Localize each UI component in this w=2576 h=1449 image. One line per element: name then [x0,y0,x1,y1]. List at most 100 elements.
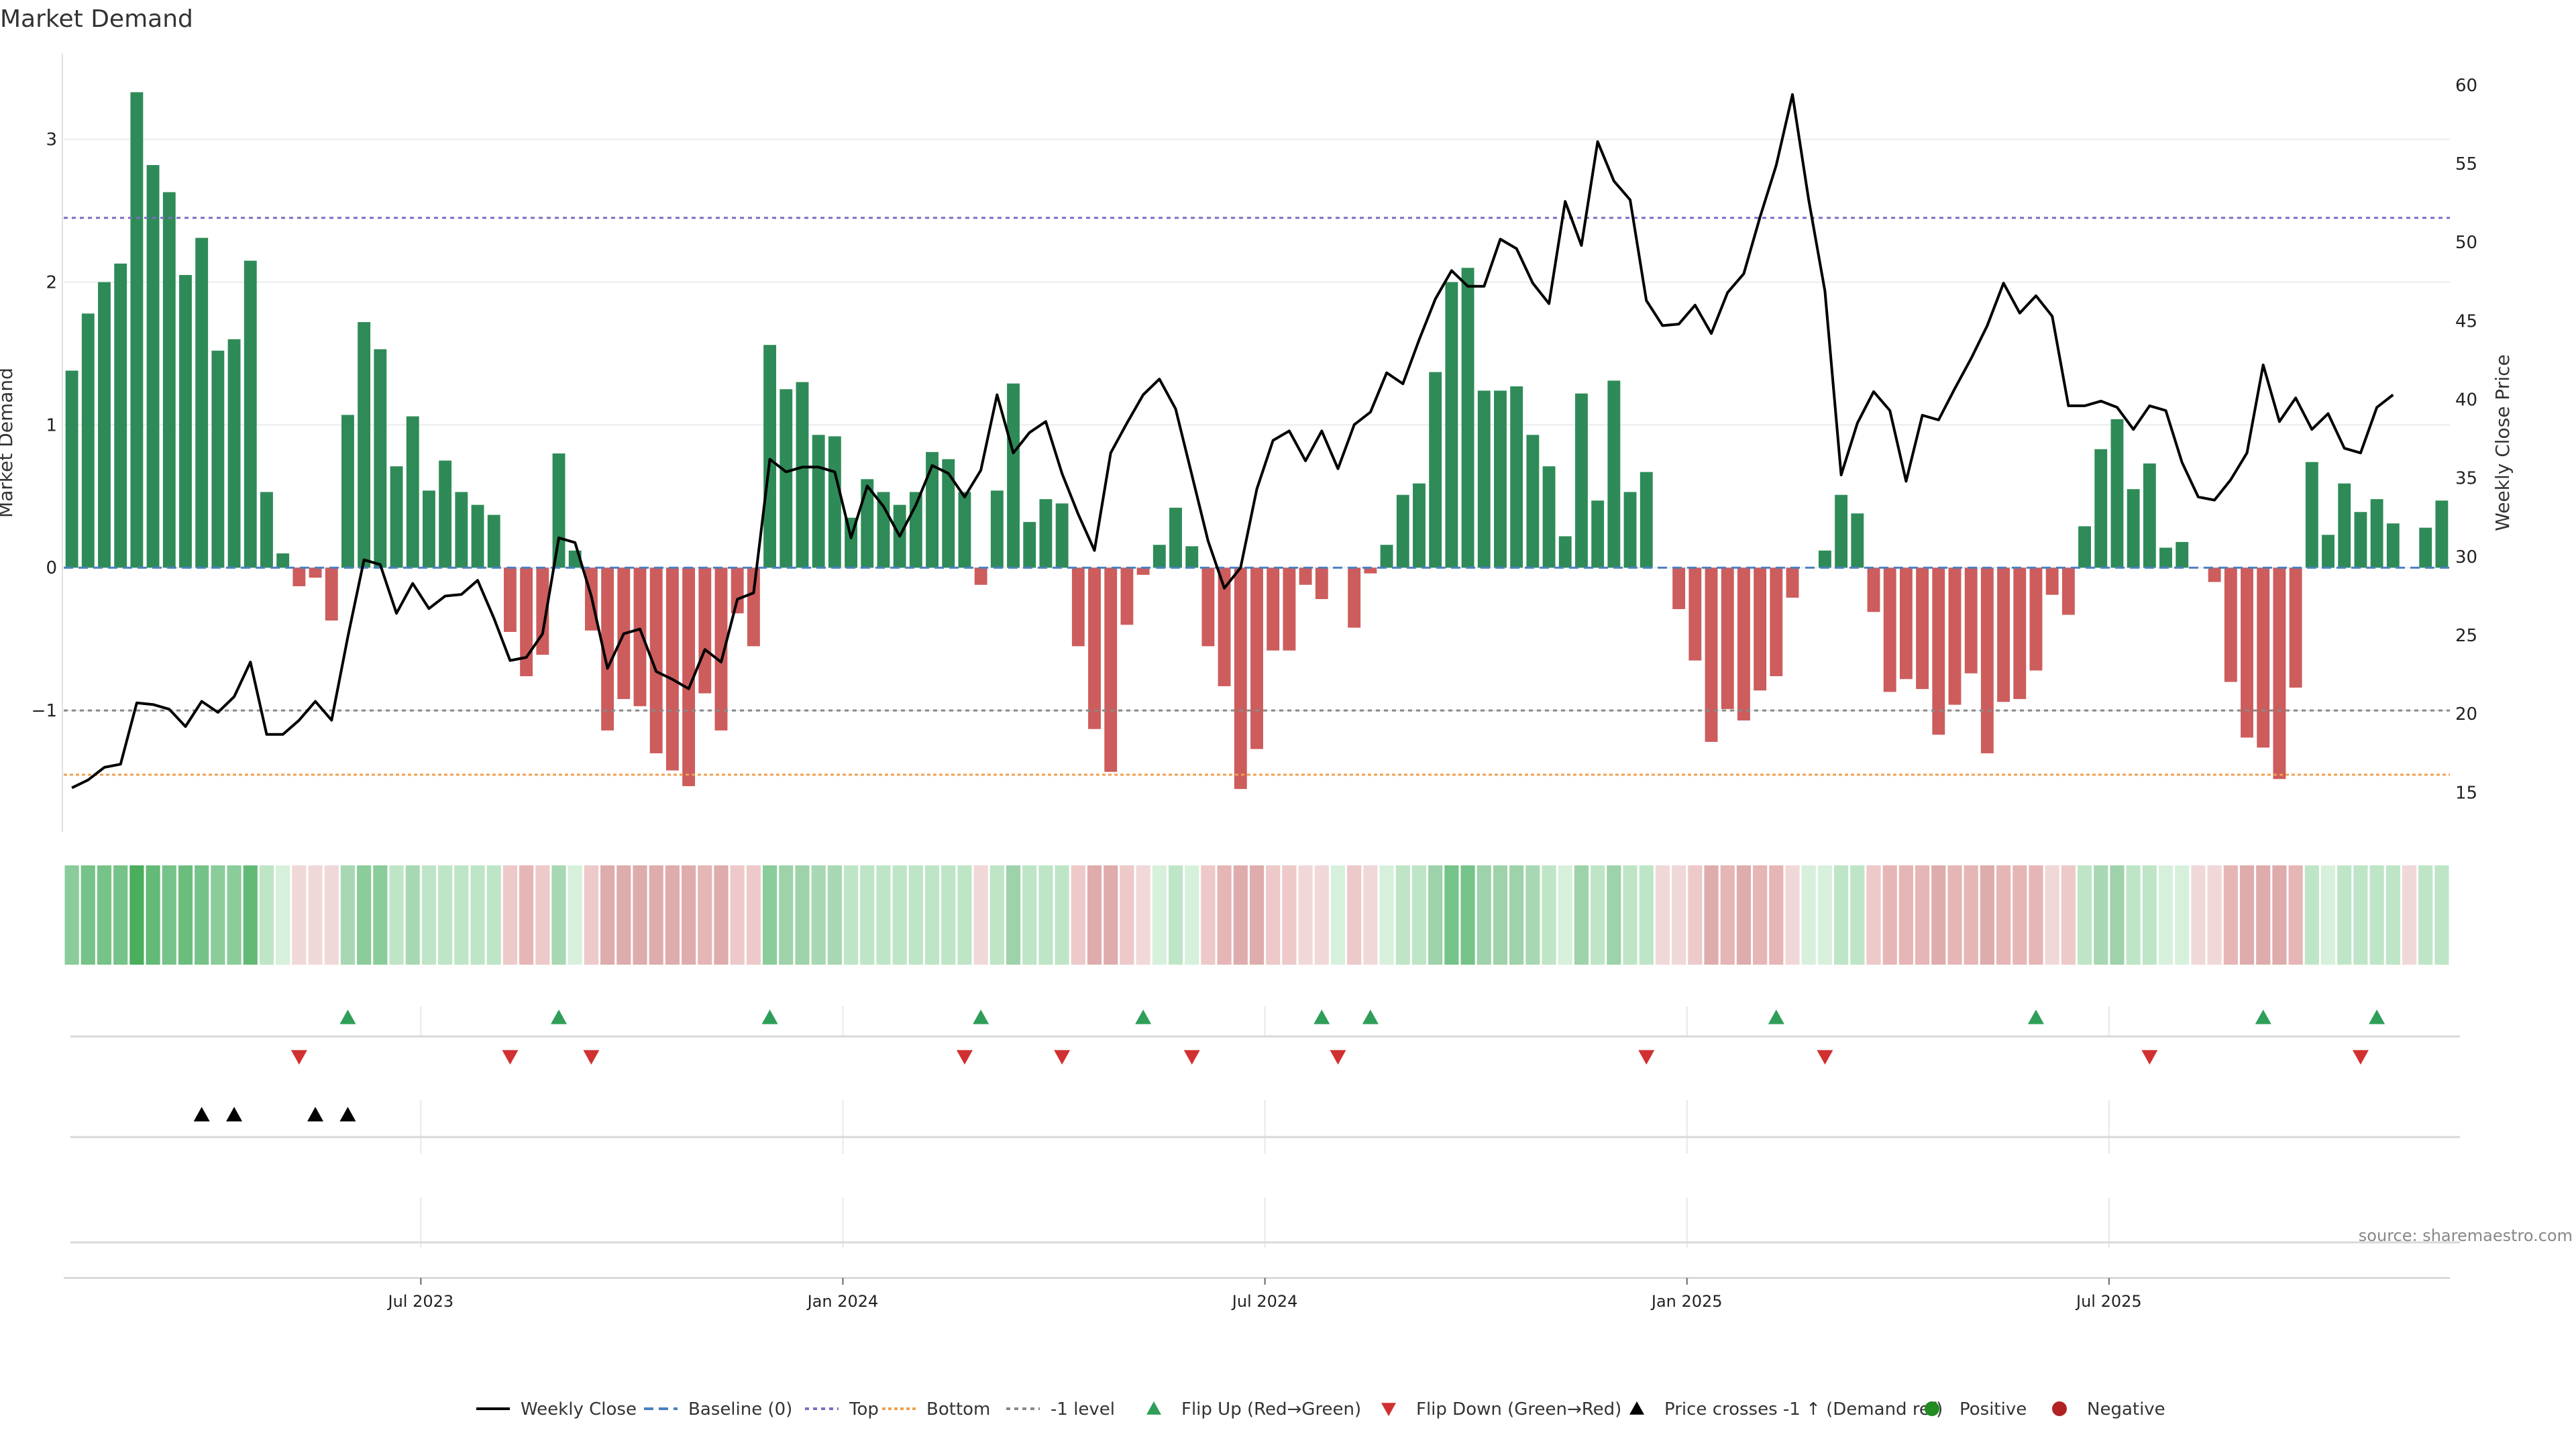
positive-bar [1413,483,1426,568]
y2-tick-label: 50 [2455,233,2477,253]
heat-cell [1233,865,1248,965]
positive-bar [2370,499,2383,568]
heat-cell [373,865,388,965]
positive-bar [2435,500,2449,568]
x-tick-label: Jul 2024 [1231,1292,1298,1311]
positive-bar [2143,463,2156,568]
legend-negative-swatch [2052,1401,2067,1416]
flip-up-marker [973,1010,989,1024]
heat-cell [211,865,225,965]
positive-bar [1380,545,1393,568]
y2-axis-label: Weekly Close Price [2491,354,2514,531]
negative-bar [682,568,696,786]
heat-cell [941,865,956,965]
heat-cell [1591,865,1605,965]
negative-bar [1721,568,1734,709]
positive-bar [65,370,78,568]
positive-bar [990,490,1004,568]
heat-cell [2077,865,2092,965]
positive-bar [2176,541,2189,568]
negative-bar [292,568,306,586]
heat-cell [1185,865,1199,965]
heat-cell [1201,865,1216,965]
heat-cell [2304,865,2319,965]
heat-cell [2094,865,2108,965]
positive-bar [146,165,160,568]
negative-bar [2289,568,2302,688]
legend-label: Baseline (0) [688,1399,792,1419]
y-tick-label: 1 [46,415,57,435]
heat-cell [519,865,534,965]
flip-up-marker [551,1010,568,1024]
positive-bar [1542,466,1556,568]
flip-down-marker [1054,1050,1071,1065]
heat-cell [1834,865,1849,965]
positive-bar [406,416,419,568]
heat-cell [2029,865,2043,965]
flip-up-marker [1362,1010,1379,1024]
demand-heat-strip [64,865,2449,965]
heat-cell [1996,865,2011,965]
x-tick-label: Jan 2024 [806,1292,879,1311]
heat-cell [843,865,859,965]
y2-tick-label: 30 [2455,547,2477,568]
heat-cell [243,865,258,965]
negative-bar [1283,568,1296,651]
heat-cell [2158,865,2174,965]
y2-tick-label: 25 [2455,626,2477,646]
heat-cell [2272,865,2287,965]
positive-bar [195,237,209,568]
positive-bar [276,553,290,568]
heat-cell [1639,865,1654,965]
negative-bar [1218,568,1231,686]
positive-bar [877,492,890,568]
heat-cell [1266,865,1281,965]
negative-bar [1672,568,1686,609]
heat-cell [1915,865,1930,965]
heat-cell [1071,865,1085,965]
heat-cell [1411,865,1427,965]
positive-bar [1039,499,1053,568]
heat-cell [162,865,176,965]
legend-label: Price crosses -1 ↑ (Demand ref) [1664,1399,1943,1419]
heat-cell [2434,865,2449,965]
negative-bar [1770,568,1783,676]
heat-cell [1769,865,1784,965]
positive-bar [1526,435,1540,568]
y-tick-label: 3 [46,130,57,150]
heat-cell [1964,865,1978,965]
positive-bar [358,322,371,568]
negative-bar [503,568,517,633]
price-cross-marker [307,1107,324,1122]
heat-cell [746,865,761,965]
negative-bar [1899,568,1913,680]
positive-bar [1152,545,1166,568]
heat-cell [129,865,144,965]
y2-tick-label: 35 [2455,469,2477,489]
legend-label: Weekly Close [521,1399,637,1419]
negative-bar [1737,568,1750,720]
heat-cell [1363,865,1378,965]
negative-bar [665,568,679,771]
heat-cell [454,865,469,965]
heat-cell [2061,865,2076,965]
negative-bar [2061,568,2075,615]
heat-cell [2012,865,2027,965]
negative-bar [1267,568,1280,651]
y2-tick-label: 40 [2455,390,2477,411]
positive-bar [1835,494,1848,568]
negative-bar [2029,568,2043,671]
heat-cell [1460,865,1475,965]
heat-cell [1168,865,1183,965]
negative-bar [1997,568,2010,702]
negative-bar [1980,568,1994,753]
heat-cell [1055,865,1069,965]
negative-bar [747,568,760,647]
heat-cell [80,865,95,965]
heat-cell [827,865,842,965]
positive-bar [1510,386,1523,568]
heat-cell [292,865,307,965]
legend-label: Top [849,1399,879,1419]
negative-bar [1786,568,1799,598]
y2-tick-label: 20 [2455,704,2477,724]
